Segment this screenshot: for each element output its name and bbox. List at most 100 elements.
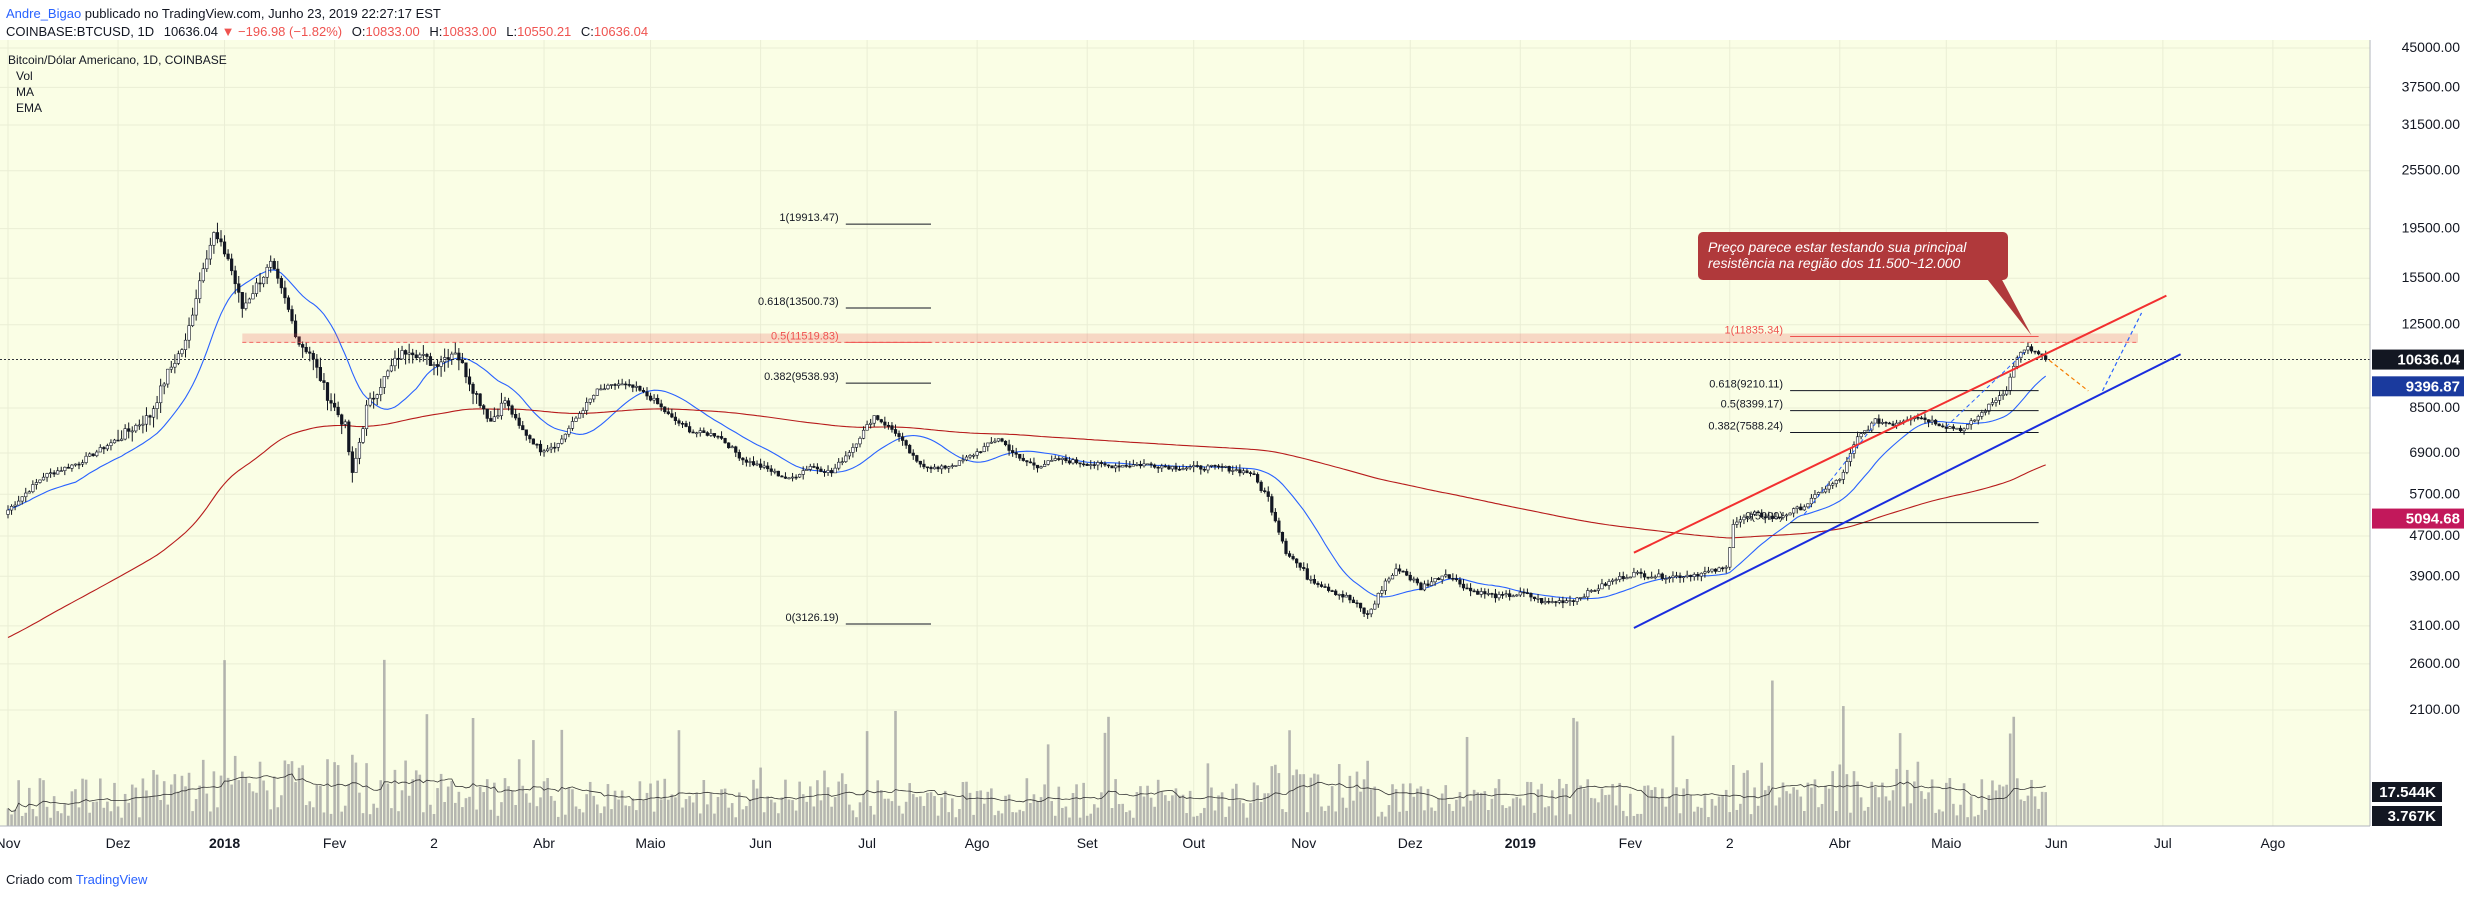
candle-body xyxy=(1103,463,1107,466)
candle-body xyxy=(570,421,575,429)
candle-body xyxy=(1071,459,1075,464)
candle-body xyxy=(347,421,351,453)
candle-body xyxy=(1085,463,1089,466)
volume-bar xyxy=(1590,797,1593,826)
axes: 45000.00 37500.00 31500.00 25500.00 19500.00… xyxy=(0,40,2464,851)
candle-body xyxy=(1774,516,1778,519)
candle-body xyxy=(48,472,53,475)
tradingview-logo-link[interactable]: TradingView xyxy=(75,872,148,887)
candle-body xyxy=(602,388,606,391)
volume-bar xyxy=(1902,806,1905,826)
candle-body xyxy=(1202,468,1206,471)
volume-bar xyxy=(581,812,585,826)
author-link[interactable]: Andre_Bigao xyxy=(6,6,82,21)
volume-bar xyxy=(926,792,929,826)
volume-bar xyxy=(276,807,280,826)
volume-bar xyxy=(283,760,287,826)
legend-vol[interactable]: Vol xyxy=(16,69,33,83)
volume-bar xyxy=(1178,795,1181,826)
candle-body xyxy=(744,459,748,463)
candle-body xyxy=(112,439,117,444)
volume-bar xyxy=(2019,799,2023,826)
projection-arrow xyxy=(1945,351,2025,427)
candle-body xyxy=(1877,418,1881,424)
volume-bar xyxy=(56,811,59,826)
volume-bar xyxy=(532,740,535,826)
candle-body xyxy=(808,466,812,470)
drawings: 1(19913.47) 0.618(13500.73) 0.5(11519.83) 0… xyxy=(0,212,2370,629)
volume-bar xyxy=(340,811,343,826)
volume-bar xyxy=(138,817,141,826)
price-chart[interactable]: 1(19913.47) 0.618(13500.73) 0.5(11519.83) 0… xyxy=(0,40,2468,858)
candle-body xyxy=(592,395,596,400)
candle-body xyxy=(1380,590,1384,594)
candle-body xyxy=(194,298,198,316)
candle-body xyxy=(1550,601,1554,603)
candle-body xyxy=(1398,568,1402,572)
candle-body xyxy=(890,425,894,430)
candle-body xyxy=(151,408,156,418)
high-value: 10833.00 xyxy=(442,24,497,39)
volume-bar xyxy=(187,772,191,826)
volume-bar xyxy=(1501,805,1504,826)
candle-body xyxy=(1611,579,1615,582)
volume-bar xyxy=(422,812,425,826)
volume-bar xyxy=(1820,803,1824,826)
volume-bar xyxy=(1291,775,1295,826)
volume-bar xyxy=(343,805,347,826)
chart-area[interactable]: 1(19913.47) 0.618(13500.73) 0.5(11519.83) 0… xyxy=(0,40,2468,858)
candle-body xyxy=(2022,349,2026,353)
candle-body xyxy=(1206,465,1210,471)
candle-body xyxy=(1525,592,1529,594)
candle-body xyxy=(1003,440,1008,446)
candle-body xyxy=(1593,590,1597,592)
volume-bar xyxy=(1905,769,1909,826)
volume-bar xyxy=(280,795,283,826)
volume-bar xyxy=(1842,706,1845,826)
volume-bar xyxy=(922,805,926,826)
candle-body xyxy=(666,411,670,414)
volume-bar xyxy=(1043,784,1046,826)
legend-ma[interactable]: MA xyxy=(16,85,34,99)
volume-bar xyxy=(1153,806,1156,826)
candle-body xyxy=(453,352,457,355)
volume-bar xyxy=(1881,782,1884,826)
volume-bar xyxy=(908,783,911,826)
candle-body xyxy=(1728,547,1732,568)
volume-bar xyxy=(1540,783,1543,826)
candle-body xyxy=(1309,578,1313,581)
volume-bar xyxy=(1213,810,1217,826)
volume-bar xyxy=(1625,816,1629,826)
volume-bar xyxy=(1778,797,1781,826)
candle-body xyxy=(2001,393,2005,396)
candle-body xyxy=(1128,465,1132,468)
callout-line-2: resistência na região dos 11.500~12.000 xyxy=(1708,255,1961,271)
price-tick-label: 31500.00 xyxy=(2402,116,2461,132)
candle-body xyxy=(996,438,1001,442)
candle-body xyxy=(1422,583,1427,591)
price-tick-label: 5700.00 xyxy=(2409,485,2460,501)
volume-bar xyxy=(1959,804,1962,826)
candle-body xyxy=(918,460,922,465)
volume-bar xyxy=(1781,782,1785,826)
fib-label-2018: 1(19913.47) xyxy=(779,212,838,224)
volume-bar xyxy=(177,791,180,826)
price-tick-label: 45000.00 xyxy=(2402,40,2461,55)
volume-bar xyxy=(1909,803,1913,826)
volume-bar xyxy=(1057,786,1061,826)
candle-body xyxy=(191,314,195,326)
candle-body xyxy=(1547,601,1551,603)
projection-arrow xyxy=(1803,423,1876,515)
annotation-callout[interactable]: Preço parece estar testando sua principa… xyxy=(1698,232,2032,336)
candle-body xyxy=(1966,424,1970,430)
legend-ema[interactable]: EMA xyxy=(16,101,42,115)
candle-body xyxy=(272,260,276,270)
price-tick-label: 6900.00 xyxy=(2409,444,2460,460)
volume-bar xyxy=(1110,808,1114,826)
candle-body xyxy=(425,354,429,357)
candle-body xyxy=(329,400,333,404)
candle-body xyxy=(322,380,326,383)
volume-bar xyxy=(2037,808,2040,826)
volume-bar xyxy=(1114,779,1117,826)
volume-bar xyxy=(1007,794,1011,826)
